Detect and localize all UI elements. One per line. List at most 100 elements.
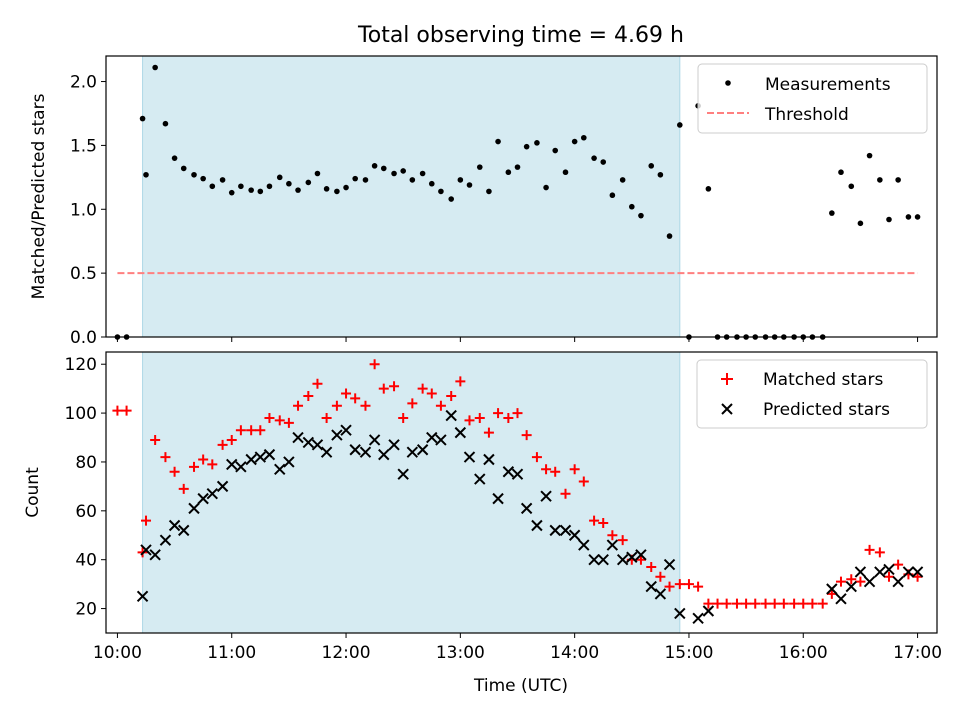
matched-star-point (264, 412, 275, 423)
measurement-point (419, 170, 426, 177)
measurement-point (457, 177, 464, 183)
predicted-star-point (511, 468, 524, 480)
matched-star-point (798, 598, 809, 609)
y-tick-label: 40 (75, 551, 97, 571)
matched-star-point (293, 400, 304, 411)
x-tick-label: 16:00 (779, 643, 828, 663)
predicted-star-point (559, 524, 572, 537)
x-tick-label: 12:00 (322, 643, 371, 663)
measurement-point (248, 187, 254, 193)
measurement-point (476, 164, 483, 170)
predicted-star-point (635, 549, 647, 561)
predicted-star-point (435, 434, 447, 446)
count-plot-area (112, 359, 924, 625)
predicted-star-point (197, 492, 209, 505)
measurement-point (209, 183, 216, 190)
matched-star-point (635, 554, 646, 565)
matched-star-point (721, 598, 732, 609)
predicted-star-point (302, 436, 315, 449)
matched-star-point (198, 454, 209, 465)
matched-star-point (378, 383, 389, 394)
matched-star-point (121, 405, 132, 416)
predicted-star-point (883, 563, 895, 576)
predicted-star-point (474, 473, 486, 485)
measurement-point (648, 163, 655, 169)
measurement-point (228, 189, 235, 196)
measurement-point (409, 177, 416, 183)
y-tick-label: 80 (75, 453, 97, 473)
ratio-y-axis-label: Matched/Predicted stars (29, 93, 49, 299)
predicted-star-point (426, 431, 438, 444)
matched-star-point (493, 408, 504, 419)
matched-star-point (703, 598, 714, 609)
predicted-star-point (292, 431, 304, 444)
measurement-point (343, 184, 349, 191)
predicted-star-point (578, 539, 590, 551)
matched-star-point (541, 464, 552, 475)
chart-title: Total observing time = 4.69 h (357, 23, 684, 48)
measurement-point (466, 182, 473, 188)
matched-star-point (503, 412, 514, 423)
matched-star-point (255, 425, 266, 436)
matched-star-point (855, 576, 866, 587)
measurement-point (276, 174, 283, 181)
predicted-star-point (178, 524, 190, 537)
count-x-axis: 10:00 11:00 12:00 13:00 14:00 15:00 16:00 17:00 (93, 633, 942, 663)
matched-star-point (398, 412, 409, 423)
measurement-point (305, 179, 312, 186)
measurement-point (866, 152, 873, 159)
matched-star-point (235, 425, 246, 436)
matched-star-point (674, 579, 685, 590)
measurement-point (139, 115, 146, 122)
matched-star-point (474, 412, 485, 423)
predicted-star-point (149, 549, 161, 561)
measurement-point (543, 184, 549, 191)
measurement-point (438, 188, 444, 195)
matched-star-point (331, 400, 342, 411)
matched-star-point (778, 598, 789, 609)
measurement-point (371, 163, 378, 169)
predicted-star-point (368, 434, 381, 446)
predicted-star-point (188, 502, 200, 515)
measurement-point (448, 196, 455, 202)
ratio-x-ticks (116, 337, 919, 342)
measurement-point (677, 122, 683, 128)
matched-star-point (312, 378, 323, 389)
predicted-star-point (540, 490, 552, 502)
matched-star-point (360, 400, 371, 411)
matched-star-point (446, 390, 457, 401)
predicted-star-point (549, 524, 561, 537)
measurement-point (580, 134, 587, 141)
y-tick-label: 100 (65, 404, 97, 424)
matched-star-point (655, 571, 666, 582)
measurement-point (143, 171, 149, 178)
matched-star-point (369, 359, 380, 370)
matched-star-point (283, 417, 294, 428)
predicted-star-point (206, 488, 219, 500)
matched-star-point (389, 381, 400, 392)
measurement-point (534, 140, 540, 146)
predicted-star-point (654, 588, 667, 600)
y-tick-label: 120 (65, 355, 97, 375)
predicted-star-point (616, 553, 629, 566)
measurement-point (905, 214, 912, 220)
legend-frame (696, 359, 928, 429)
matched-star-point (589, 515, 600, 526)
legend-marker-measurements (725, 80, 731, 86)
y-tick-label: 1.5 (70, 136, 97, 156)
measurement-point (829, 210, 835, 216)
measurement-point (266, 183, 273, 190)
measurement-point (219, 177, 226, 183)
predicted-star-point (168, 519, 181, 532)
predicted-star-point (463, 451, 476, 463)
matched-star-point (435, 400, 446, 411)
predicted-star-point (588, 553, 600, 566)
measurement-point (562, 169, 569, 176)
matched-star-point (483, 427, 494, 438)
observing-window-shade (142, 55, 681, 338)
matched-star-point (407, 398, 418, 409)
matched-star-point (217, 439, 228, 450)
matched-star-point (817, 598, 828, 609)
predicted-star-point (349, 444, 361, 456)
matched-star-point (578, 476, 589, 487)
